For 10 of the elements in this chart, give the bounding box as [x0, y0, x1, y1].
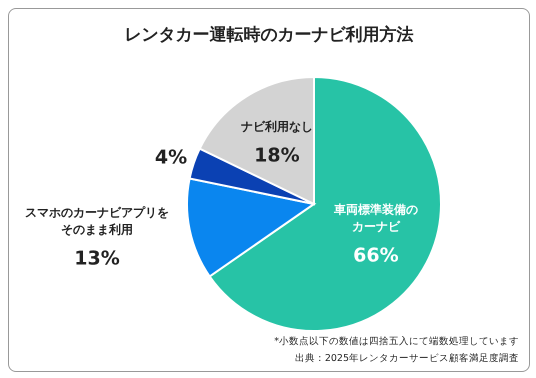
slice-label: 車両標準装備のカーナビ — [332, 202, 418, 234]
source-note: 出典：2025年レンタカーサービス顧客満足度調査 — [294, 352, 519, 365]
slice-label: ナビ利用なし — [240, 119, 313, 134]
chart-title: レンタカー運転時のカーナビ利用方法 — [124, 24, 414, 46]
data-label: 13% — [74, 248, 120, 270]
slice-label: スマホのカーナビアプリをそのまま利用 — [25, 206, 169, 237]
data-label: 18% — [254, 144, 300, 166]
data-label: 66% — [353, 244, 399, 266]
text: *小数点以下の数値は四捨五入にて端数処理しています — [274, 335, 519, 348]
data-label: 4% — [154, 146, 188, 169]
